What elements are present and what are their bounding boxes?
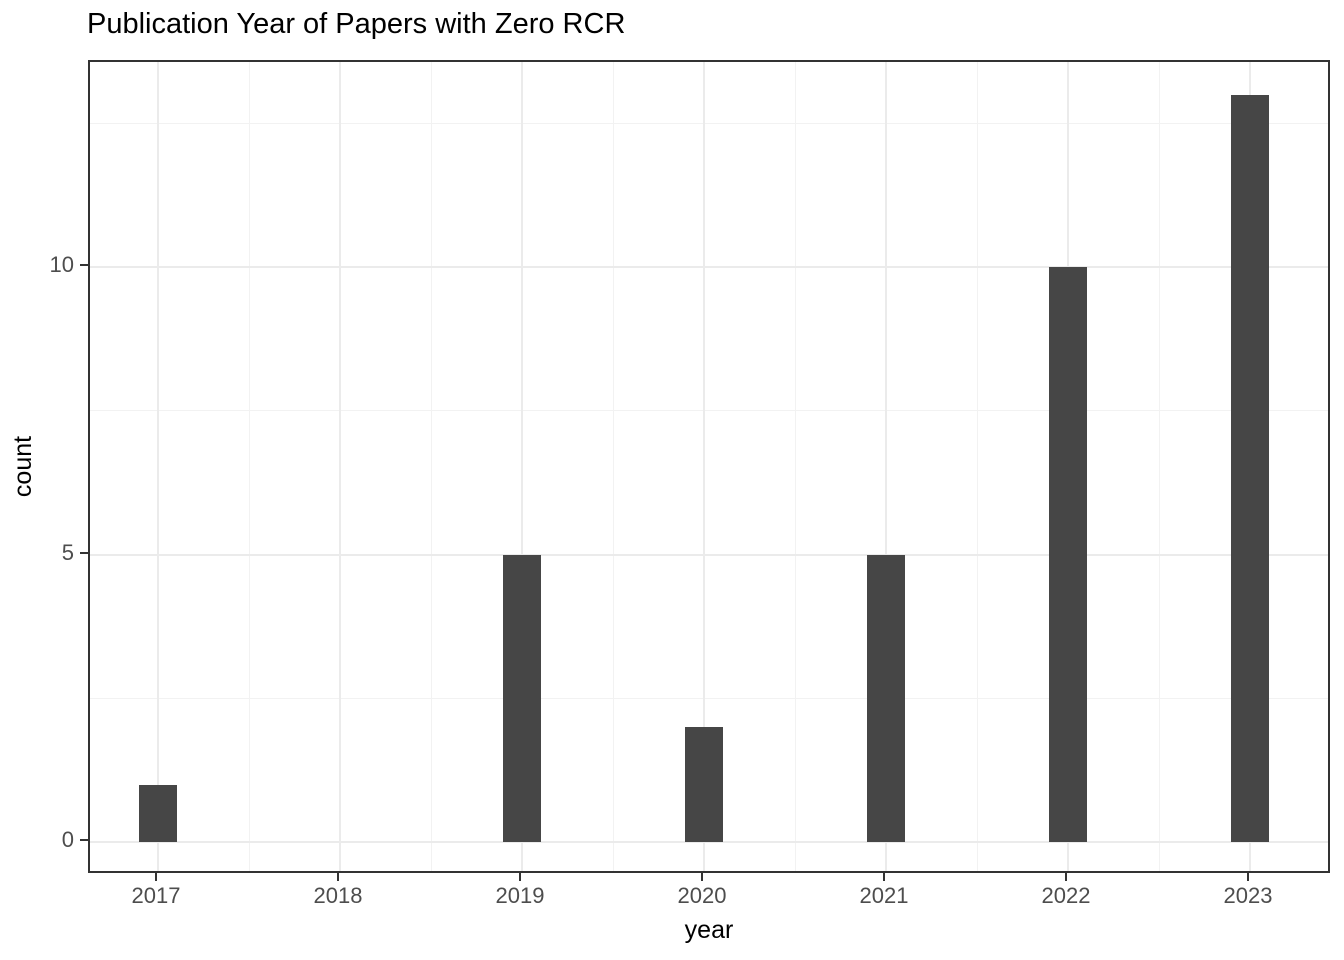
y-tick-label-10: 10 <box>49 252 74 277</box>
y-tick-0 <box>80 839 88 841</box>
plot-panel <box>88 60 1330 873</box>
gridline-major-y <box>90 266 1328 268</box>
y-tick-label-0: 0 <box>61 827 74 852</box>
bar-2020 <box>685 727 723 842</box>
y-tick-5 <box>80 551 88 554</box>
x-tick-2019 <box>519 873 521 881</box>
gridline-minor-x <box>794 62 796 871</box>
y-axis-title-wrap: count <box>4 60 44 873</box>
gridline-major-y <box>90 553 1328 556</box>
gridline-major-x <box>703 62 705 871</box>
y-tick-label-5: 5 <box>61 539 74 565</box>
gridline-minor-y <box>90 122 1328 124</box>
bar-2019 <box>503 554 541 842</box>
x-tick-2017 <box>155 873 157 881</box>
gridline-minor-x <box>976 62 978 871</box>
gridline-minor-y <box>90 697 1328 699</box>
x-tick-label-2023: 2023 <box>1223 883 1273 908</box>
y-tick-10 <box>80 264 88 266</box>
x-tick-label-2018: 2018 <box>313 883 363 908</box>
x-tick-label-2019: 2019 <box>495 883 545 908</box>
gridline-minor-y <box>90 410 1328 412</box>
gridline-major-x <box>339 62 341 871</box>
gridline-major-y <box>90 841 1328 843</box>
gridline-minor-x <box>248 62 250 871</box>
gridline-minor-x <box>612 62 614 871</box>
gridline-minor-x <box>430 62 432 871</box>
x-tick-2018 <box>337 873 339 881</box>
x-tick-label-2017: 2017 <box>131 883 181 908</box>
bar-2022 <box>1049 267 1087 842</box>
gridline-major-x <box>885 62 887 871</box>
bar-2017 <box>139 784 177 842</box>
bar-2023 <box>1231 94 1269 842</box>
x-tick-2023 <box>1247 873 1249 881</box>
x-tick-label-2020: 2020 <box>677 883 727 908</box>
x-tick-2021 <box>883 873 885 881</box>
gridline-minor-x <box>1158 62 1160 871</box>
y-axis-title: count <box>9 435 38 498</box>
x-tick-2020 <box>701 873 703 881</box>
plot-title: Publication Year of Papers with Zero RCR <box>87 8 626 40</box>
x-tick-label-2022: 2022 <box>1041 883 1091 908</box>
x-tick-2022 <box>1065 873 1067 881</box>
x-tick-label-2021: 2021 <box>859 883 909 908</box>
x-axis-title: year <box>684 916 734 944</box>
gridline-major-x <box>157 62 159 871</box>
bar-2021 <box>867 554 905 842</box>
gridline-major-x <box>521 62 523 871</box>
